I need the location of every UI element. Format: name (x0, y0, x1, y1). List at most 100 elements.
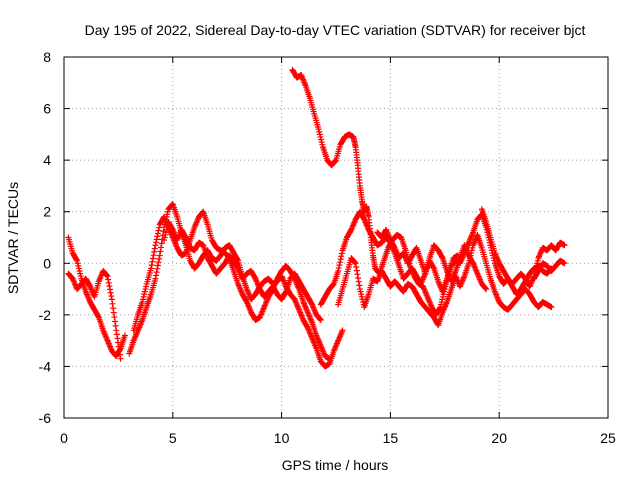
data-point (95, 313, 102, 320)
data-point (106, 283, 113, 290)
data-point (158, 240, 165, 247)
data-point (151, 245, 158, 252)
data-point (561, 242, 568, 249)
x-tick-label: 15 (383, 430, 399, 446)
data-point (108, 293, 115, 300)
data-point (113, 331, 120, 338)
data-point (154, 265, 161, 272)
data-point (351, 259, 358, 266)
data-point (104, 273, 111, 280)
data-point (112, 322, 119, 329)
data-point (282, 289, 289, 296)
x-tick-label: 5 (169, 430, 177, 446)
data-point (153, 272, 160, 279)
data-point (149, 255, 156, 262)
data-point (115, 343, 122, 350)
data-point (151, 248, 158, 255)
data-point (339, 327, 346, 334)
y-tick-label: -6 (39, 410, 52, 426)
axis-ticks (63, 56, 609, 419)
data-point (335, 268, 342, 275)
data-point (116, 347, 123, 354)
y-tick-label: 2 (43, 204, 51, 220)
x-tick-label: 20 (491, 430, 507, 446)
data-point (430, 264, 437, 271)
series-satellite-b (65, 268, 124, 362)
data-point (483, 286, 490, 293)
data-point (114, 335, 121, 342)
data-point (148, 265, 155, 272)
data-point (338, 250, 345, 257)
x-tick-label: 25 (600, 430, 616, 446)
series-satellite-j (478, 206, 568, 290)
plot-frame (63, 56, 609, 419)
y-tick-label: 4 (43, 152, 51, 168)
data-point (153, 239, 160, 246)
data-point (105, 276, 112, 283)
data-point (353, 267, 360, 274)
data-point (157, 244, 164, 251)
x-tick-label: 0 (60, 430, 68, 446)
data-point (336, 262, 343, 269)
data-point (482, 285, 489, 292)
data-point (107, 286, 114, 293)
data-point (156, 255, 163, 262)
y-tick-label: 0 (43, 255, 51, 271)
data-point (116, 351, 123, 358)
data-point (108, 296, 115, 303)
data-point (150, 252, 157, 259)
data-point (338, 253, 345, 260)
data-point (356, 282, 363, 289)
data-point (354, 271, 361, 278)
data-point (337, 256, 344, 263)
data-point (117, 355, 124, 362)
data-point (561, 260, 568, 267)
data-point (157, 248, 164, 255)
data-point (115, 339, 122, 346)
data-point (439, 254, 446, 261)
data-point (154, 233, 161, 240)
data-point (156, 224, 163, 231)
data-point (152, 242, 159, 249)
y-axis-label: SDTVAR / TECUs (5, 182, 21, 294)
data-point (155, 259, 162, 266)
data-point (154, 230, 161, 237)
series-satellite-e (161, 219, 324, 324)
data-point (317, 317, 324, 324)
data-points (65, 66, 568, 370)
grid-lines (64, 57, 608, 418)
data-point (155, 227, 162, 234)
series-satellite-k (531, 257, 568, 282)
data-point (109, 300, 116, 307)
data-point (153, 269, 160, 276)
data-point (110, 305, 117, 312)
data-point (355, 275, 362, 282)
x-tick-label: 10 (274, 430, 290, 446)
data-point (317, 316, 324, 323)
series-satellite-i (374, 226, 490, 293)
data-point (103, 272, 110, 279)
data-point (111, 318, 118, 325)
x-axis-label: GPS time / hours (282, 457, 389, 473)
data-point (148, 262, 155, 269)
data-point (110, 309, 117, 316)
data-point (335, 265, 342, 272)
y-tick-label: 8 (43, 49, 51, 65)
data-point (111, 314, 118, 321)
series-satellite-a (65, 234, 128, 360)
y-tick-label: 6 (43, 101, 51, 117)
data-point (152, 275, 159, 282)
y-tick-label: -2 (39, 307, 52, 323)
data-point (153, 236, 160, 243)
chart-title: Day 195 of 2022, Sidereal Day-to-day VTE… (85, 22, 586, 38)
data-point (156, 252, 163, 259)
data-point (352, 260, 359, 267)
series-satellite-h (335, 231, 555, 329)
data-point (154, 262, 161, 269)
data-point (73, 256, 80, 263)
data-point (121, 332, 128, 339)
data-point (355, 278, 362, 285)
data-point (332, 157, 339, 164)
data-point (107, 289, 114, 296)
